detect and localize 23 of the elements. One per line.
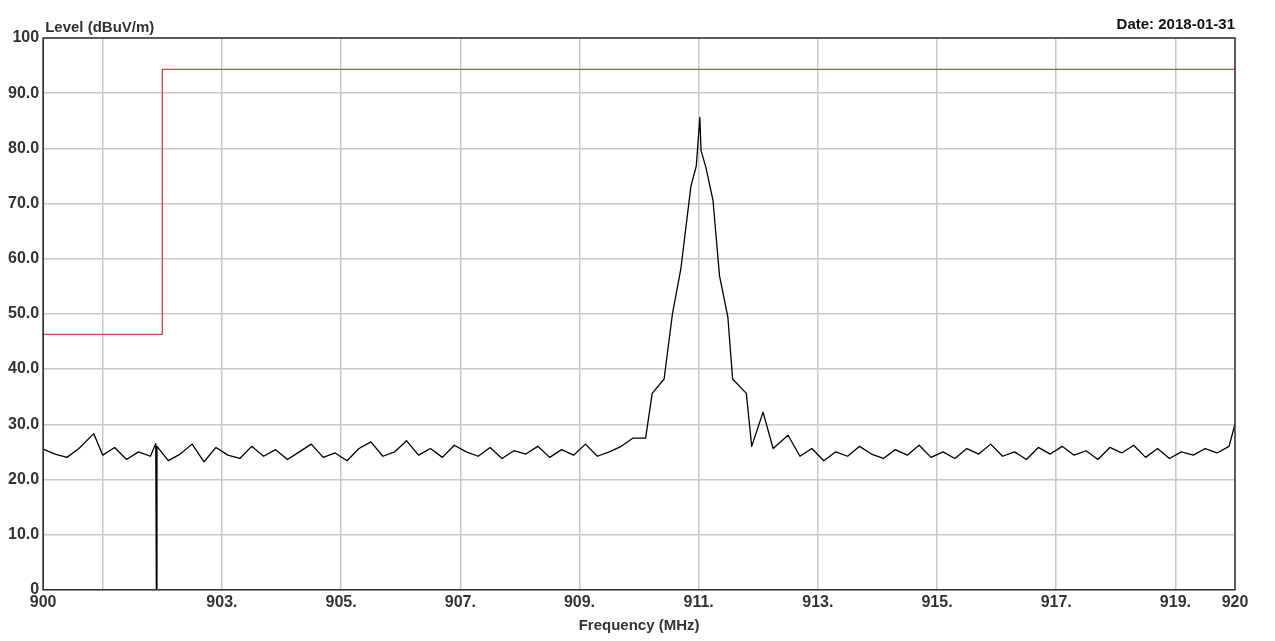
x-tick-label: 913. xyxy=(802,592,834,610)
y-tick-label: 60.0 xyxy=(8,249,40,267)
y-tick-label: 20.0 xyxy=(8,469,40,487)
y-tick-label: 50.0 xyxy=(8,304,40,322)
x-tick-label: 920 xyxy=(1221,592,1249,610)
x-tick-label: 919. xyxy=(1159,592,1191,610)
y-tick-label: 90.0 xyxy=(8,83,40,101)
text: Date: 2018-01-31 xyxy=(1116,14,1235,32)
y-tick-label: 80.0 xyxy=(8,138,40,156)
x-tick-label: 915. xyxy=(921,592,953,610)
x-tick-label: 907. xyxy=(444,592,476,610)
x-tick-label: 917. xyxy=(1040,592,1072,610)
y-tick-label: 100 xyxy=(12,28,40,46)
y-tick-label: 10.0 xyxy=(8,525,40,543)
y-tick-label: 70.0 xyxy=(8,193,40,211)
y-tick-label: 40.0 xyxy=(8,359,40,377)
x-tick-label: 909. xyxy=(563,592,596,610)
x-tick-label: 911. xyxy=(683,592,714,610)
y-axis-title: Level (dBuV/m) xyxy=(45,17,155,35)
x-tick-label: 905. xyxy=(325,592,357,610)
x-tick-label: 903. xyxy=(206,592,238,610)
y-tick-label: 30.0 xyxy=(8,414,40,432)
x-axis-title: Frequency (MHz) xyxy=(578,616,700,634)
